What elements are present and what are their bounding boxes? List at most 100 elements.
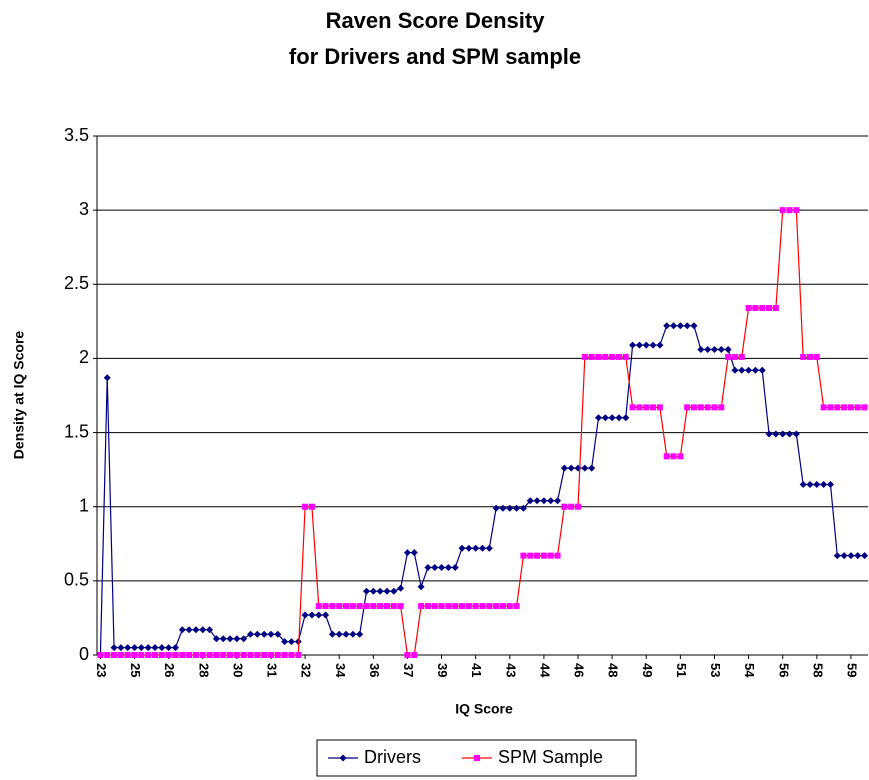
point-marker	[390, 603, 397, 610]
point-marker	[725, 353, 732, 360]
point-marker	[336, 603, 343, 610]
point-marker	[656, 404, 663, 411]
point-marker	[465, 544, 473, 552]
point-marker	[691, 404, 698, 411]
point-marker	[827, 404, 834, 411]
point-marker	[227, 652, 234, 658]
point-marker	[806, 480, 814, 488]
point-marker	[110, 644, 118, 652]
point-marker	[233, 652, 240, 658]
point-marker	[533, 497, 541, 505]
point-marker	[274, 652, 281, 658]
point-marker	[807, 353, 814, 360]
point-marker	[233, 635, 241, 643]
point-marker	[459, 603, 466, 610]
point-marker	[506, 603, 513, 610]
point-marker	[513, 504, 521, 512]
point-marker	[568, 503, 575, 510]
point-marker	[151, 644, 159, 652]
point-marker	[772, 305, 779, 312]
point-marker	[199, 652, 206, 658]
point-marker	[861, 404, 868, 411]
point-marker	[642, 341, 650, 349]
point-marker	[594, 414, 602, 422]
point-marker	[834, 404, 841, 411]
point-marker	[315, 611, 323, 619]
x-tick-label: 30	[230, 663, 245, 677]
point-marker	[301, 611, 309, 619]
point-marker	[322, 611, 330, 619]
point-marker	[349, 630, 357, 638]
x-tick-label: 54	[742, 663, 757, 678]
point-marker	[472, 544, 480, 552]
point-marker	[404, 652, 411, 658]
x-tick-label: 53	[708, 663, 723, 677]
point-marker	[287, 638, 295, 646]
point-marker	[635, 341, 643, 349]
y-tick-label: 2	[79, 347, 89, 367]
point-marker	[267, 630, 275, 638]
point-marker	[145, 652, 152, 658]
point-marker	[247, 652, 254, 658]
point-marker	[219, 635, 227, 643]
x-tick-label: 59	[845, 663, 860, 677]
point-marker	[826, 480, 834, 488]
x-tick-label: 41	[469, 663, 484, 677]
point-marker	[670, 322, 678, 330]
point-marker	[192, 626, 200, 634]
point-marker	[581, 353, 588, 360]
legend-marker	[339, 754, 347, 762]
point-marker	[506, 504, 514, 512]
point-marker	[308, 611, 316, 619]
point-marker	[854, 552, 862, 560]
point-marker	[629, 341, 637, 349]
point-marker	[438, 564, 446, 572]
point-marker	[267, 652, 274, 658]
point-marker	[813, 480, 821, 488]
x-tick-label: 56	[776, 663, 791, 677]
x-tick-label: 32	[299, 663, 314, 677]
point-marker	[710, 346, 718, 354]
point-marker	[124, 644, 132, 652]
point-marker	[479, 544, 486, 552]
point-marker	[302, 503, 309, 510]
point-marker	[527, 552, 534, 559]
point-marker	[479, 603, 486, 610]
point-marker	[445, 603, 452, 610]
point-marker	[452, 603, 459, 610]
point-marker	[370, 603, 377, 610]
x-axis-title: IQ Score	[455, 701, 513, 717]
point-marker	[738, 366, 746, 374]
point-marker	[779, 207, 786, 214]
x-tick-label: 43	[503, 663, 518, 677]
point-marker	[861, 552, 869, 560]
point-marker	[554, 497, 562, 505]
point-marker	[609, 353, 616, 360]
point-marker	[602, 353, 609, 360]
point-marker	[534, 552, 541, 559]
point-marker	[560, 464, 568, 472]
point-marker	[833, 552, 841, 560]
point-marker	[451, 564, 459, 572]
point-marker	[288, 652, 295, 658]
point-marker	[499, 603, 506, 610]
point-marker	[206, 626, 214, 634]
point-marker	[526, 497, 534, 505]
point-marker	[499, 504, 507, 512]
point-marker	[581, 464, 589, 472]
point-marker	[520, 552, 527, 559]
point-marker	[274, 630, 282, 638]
point-marker	[465, 603, 472, 610]
point-marker	[281, 652, 288, 658]
point-marker	[444, 564, 452, 572]
x-tick-label: 44	[537, 663, 552, 678]
point-marker	[403, 549, 411, 557]
point-marker	[847, 552, 855, 560]
point-marker	[185, 626, 193, 634]
x-tick-label: 25	[128, 663, 143, 677]
point-marker	[792, 430, 800, 438]
point-marker	[165, 652, 172, 658]
point-marker	[554, 552, 561, 559]
point-marker	[171, 644, 179, 652]
x-tick-label: 31	[265, 663, 280, 677]
